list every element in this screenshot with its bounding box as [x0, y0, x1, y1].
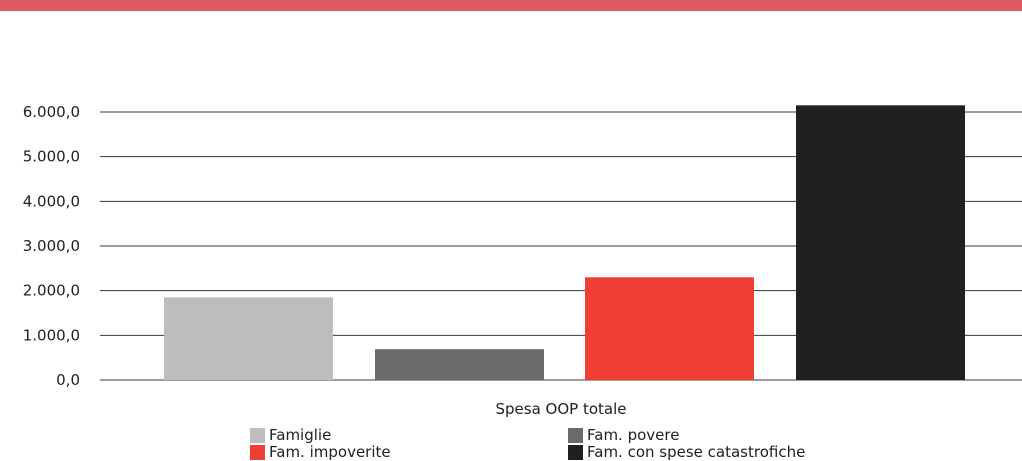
y-axis-tick-labels: 0,0 1.000,0 2.000,0 3.000,0 4.000,0 5.000,0 6.…: [23, 103, 80, 389]
top-accent-band: [0, 0, 1022, 11]
x-axis-label: Spesa OOP totale: [495, 400, 626, 418]
y-tick-label: 4.000,0: [23, 192, 80, 210]
bar-fam-con-spese-catastrofiche: [796, 105, 965, 381]
bar-fam-impoverite: [585, 277, 754, 380]
bar-fam-povere: [375, 349, 544, 380]
y-tick-label: 6.000,0: [23, 103, 80, 121]
y-tick-label: 0,0: [56, 371, 80, 389]
y-tick-label: 5.000,0: [23, 148, 80, 166]
bars: [164, 105, 965, 381]
y-tick-label: 1.000,0: [23, 326, 80, 344]
y-tick-label: 3.000,0: [23, 237, 80, 255]
y-tick-label: 2.000,0: [23, 282, 80, 300]
bar-famiglie: [164, 297, 333, 380]
